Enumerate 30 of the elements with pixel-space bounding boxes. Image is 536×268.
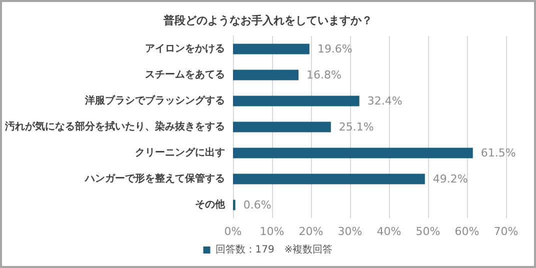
chart-title: 普段どのようなお手入れをしていますか？ (162, 14, 372, 27)
x-tick-label: 70% (494, 225, 518, 238)
bar (233, 70, 299, 80)
data-label: 19.6% (317, 42, 352, 56)
y-tick-label: 洋服ブラシでブラッシングする (84, 94, 225, 106)
bar (233, 122, 331, 132)
x-tick-label: 30% (338, 225, 362, 238)
y-tick-label: その他 (195, 198, 226, 210)
bar (233, 44, 310, 54)
x-tick-label: 20% (298, 225, 324, 238)
legend-label: 回答数：179 ※複数回答 (215, 244, 333, 256)
y-tick-label: スチームをあてる (145, 70, 225, 80)
x-tick-label: 50% (416, 225, 440, 238)
x-tick-label: 40% (376, 225, 402, 238)
bar (233, 148, 473, 158)
x-tick-label: 60% (454, 225, 480, 238)
bar (233, 174, 425, 184)
data-label: 25.1% (338, 120, 374, 134)
x-tick-label: 10% (260, 225, 284, 238)
bar (233, 96, 360, 106)
y-tick-label: アイロンをかける (145, 44, 225, 54)
data-label: 32.4% (367, 94, 402, 108)
y-tick-label: ハンガーで形を整えて保管する (84, 172, 225, 184)
y-tick-label: クリーニングに出す (135, 146, 225, 158)
data-label: 49.2% (432, 172, 468, 186)
data-label: 16.8% (306, 68, 342, 82)
y-tick-label: 汚れが気になる部分を拭いたり、染み抜きをする (4, 120, 225, 132)
data-label: 61.5% (480, 146, 516, 160)
x-tick-label: 0% (224, 225, 242, 238)
data-label: 0.6% (243, 198, 272, 212)
